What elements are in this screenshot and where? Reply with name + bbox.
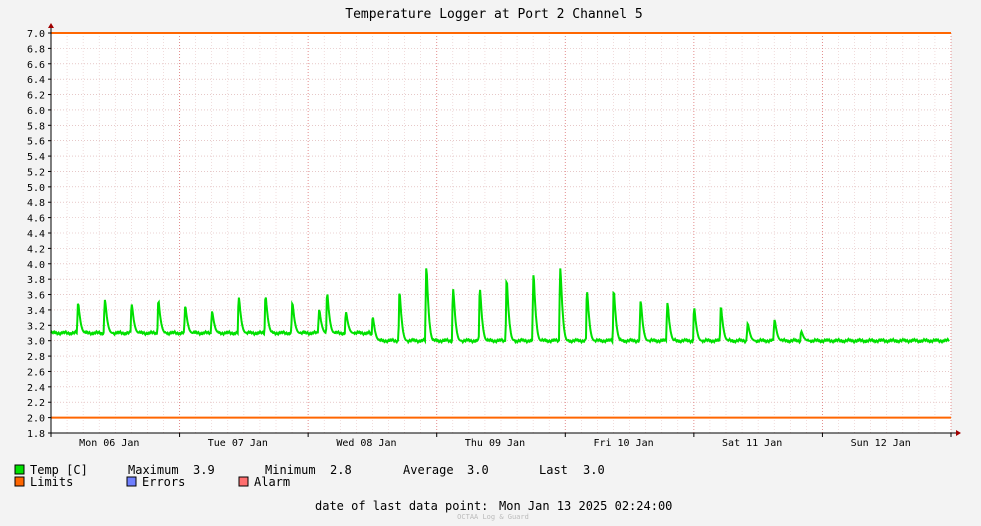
temp-legend-swatch [14, 464, 25, 475]
y-axis-arrow-icon [48, 23, 54, 28]
y-tick-label: 1.8 [27, 429, 45, 440]
y-tick-label: 4.6 [27, 214, 45, 225]
x-axis-tick-labels: Mon 06 Jan Tue 07 Jan Wed 08 Jan Thu 09 Jan… [79, 438, 911, 449]
y-tick-label: 4.4 [27, 229, 45, 240]
y-tick-label: 5.0 [27, 183, 45, 194]
y-tick-label: 6.2 [27, 91, 45, 102]
temp-legend-label: Temp [C] [30, 463, 88, 477]
minimum-label: Minimum [265, 463, 316, 477]
x-axis-arrow-icon [956, 430, 961, 436]
y-tick-label: 5.4 [27, 152, 45, 163]
y-tick-label: 2.6 [27, 367, 45, 378]
credit-text: OCTAA Log & Guard [457, 513, 529, 521]
last-value: 3.0 [583, 463, 605, 477]
y-tick-label: 6.6 [27, 60, 45, 71]
temp-series-line [50, 268, 950, 346]
y-tick-label: 7.0 [27, 29, 45, 40]
y-tick-label: 3.2 [27, 321, 45, 332]
y-tick-label: 2.2 [27, 398, 45, 409]
y-tick-label: 5.6 [27, 137, 45, 148]
maximum-label: Maximum [128, 463, 179, 477]
x-tick-label: Wed 08 Jan [336, 438, 396, 449]
x-tick-label: Fri 10 Jan [593, 438, 653, 449]
x-tick-label: Sat 11 Jan [722, 438, 782, 449]
y-tick-label: 3.4 [27, 306, 45, 317]
errors-legend-swatch [126, 476, 137, 487]
x-tick-label: Thu 09 Jan [465, 438, 525, 449]
y-tick-label: 3.6 [27, 291, 45, 302]
y-tick-label: 2.4 [27, 383, 45, 394]
chart-title: Temperature Logger at Port 2 Channel 5 [345, 7, 642, 22]
y-tick-label: 5.2 [27, 167, 45, 178]
alarm-legend-label: Alarm [254, 475, 290, 489]
average-value: 3.0 [467, 463, 489, 477]
y-tick-label: 4.8 [27, 198, 45, 209]
y-tick-label: 3.0 [27, 337, 45, 348]
errors-legend-label: Errors [142, 475, 185, 489]
maximum-value: 3.9 [193, 463, 215, 477]
x-tick-label: Tue 07 Jan [208, 438, 268, 449]
last-data-point-label: date of last data point: [315, 499, 488, 513]
alarm-legend-swatch [238, 476, 249, 487]
y-tick-label: 6.0 [27, 106, 45, 117]
last-label: Last [539, 463, 568, 477]
average-label: Average [403, 463, 454, 477]
minimum-value: 2.8 [330, 463, 352, 477]
limits-legend-swatch [14, 476, 25, 487]
y-axis-tick-labels: 1.8 2.0 2.2 2.4 2.6 2.8 3.0 3.2 3.4 3.6 3.8 4.0 4.2 4… [27, 29, 45, 440]
y-tick-label: 4.2 [27, 244, 45, 255]
y-tick-label: 4.0 [27, 260, 45, 271]
y-tick-label: 2.8 [27, 352, 45, 363]
limits-legend-label: Limits [30, 475, 73, 489]
y-tick-label: 3.8 [27, 275, 45, 286]
x-tick-label: Mon 06 Jan [79, 438, 139, 449]
last-data-point-value: Mon Jan 13 2025 02:24:00 [499, 499, 672, 513]
y-tick-label: 6.4 [27, 75, 45, 86]
y-tick-label: 6.8 [27, 44, 45, 55]
y-tick-label: 2.0 [27, 414, 45, 425]
y-tick-label: 5.8 [27, 121, 45, 132]
x-tick-label: Sun 12 Jan [851, 438, 911, 449]
